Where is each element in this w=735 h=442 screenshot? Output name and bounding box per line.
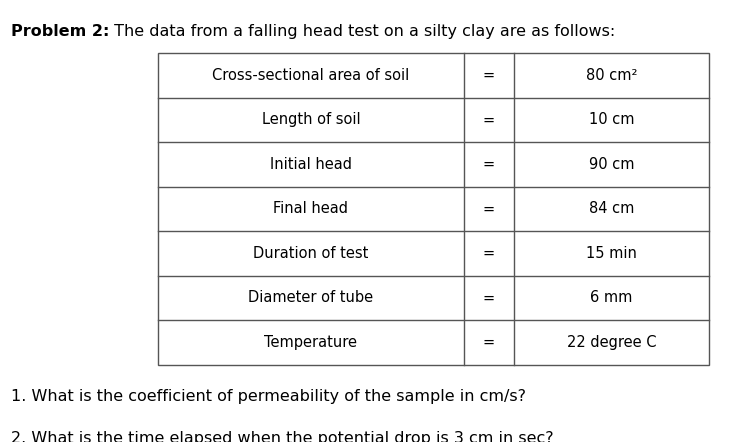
Bar bbox=[158, 53, 709, 365]
Text: =: = bbox=[483, 246, 495, 261]
Text: 1. What is the coefficient of permeability of the sample in cm/s?: 1. What is the coefficient of permeabili… bbox=[11, 389, 526, 404]
Text: Length of soil: Length of soil bbox=[262, 112, 360, 127]
Text: 2. What is the time elapsed when the potential drop is 3 cm in sec?: 2. What is the time elapsed when the pot… bbox=[11, 431, 553, 442]
Text: 6 mm: 6 mm bbox=[590, 290, 633, 305]
Text: 15 min: 15 min bbox=[586, 246, 637, 261]
Text: 90 cm: 90 cm bbox=[589, 157, 634, 172]
Text: 10 cm: 10 cm bbox=[589, 112, 634, 127]
Text: 22 degree C: 22 degree C bbox=[567, 335, 656, 350]
Text: =: = bbox=[483, 157, 495, 172]
Text: Cross-sectional area of soil: Cross-sectional area of soil bbox=[212, 68, 409, 83]
Text: Temperature: Temperature bbox=[265, 335, 357, 350]
Text: 84 cm: 84 cm bbox=[589, 202, 634, 216]
Text: Diameter of tube: Diameter of tube bbox=[248, 290, 373, 305]
Text: Problem 2:: Problem 2: bbox=[11, 24, 110, 39]
Text: Initial head: Initial head bbox=[270, 157, 352, 172]
Text: 80 cm²: 80 cm² bbox=[586, 68, 637, 83]
Text: The data from a falling head test on a silty clay are as follows:: The data from a falling head test on a s… bbox=[110, 24, 616, 39]
Text: =: = bbox=[483, 290, 495, 305]
Text: =: = bbox=[483, 68, 495, 83]
Text: =: = bbox=[483, 112, 495, 127]
Text: =: = bbox=[483, 335, 495, 350]
Text: =: = bbox=[483, 202, 495, 216]
Text: Duration of test: Duration of test bbox=[254, 246, 369, 261]
Text: Final head: Final head bbox=[273, 202, 348, 216]
